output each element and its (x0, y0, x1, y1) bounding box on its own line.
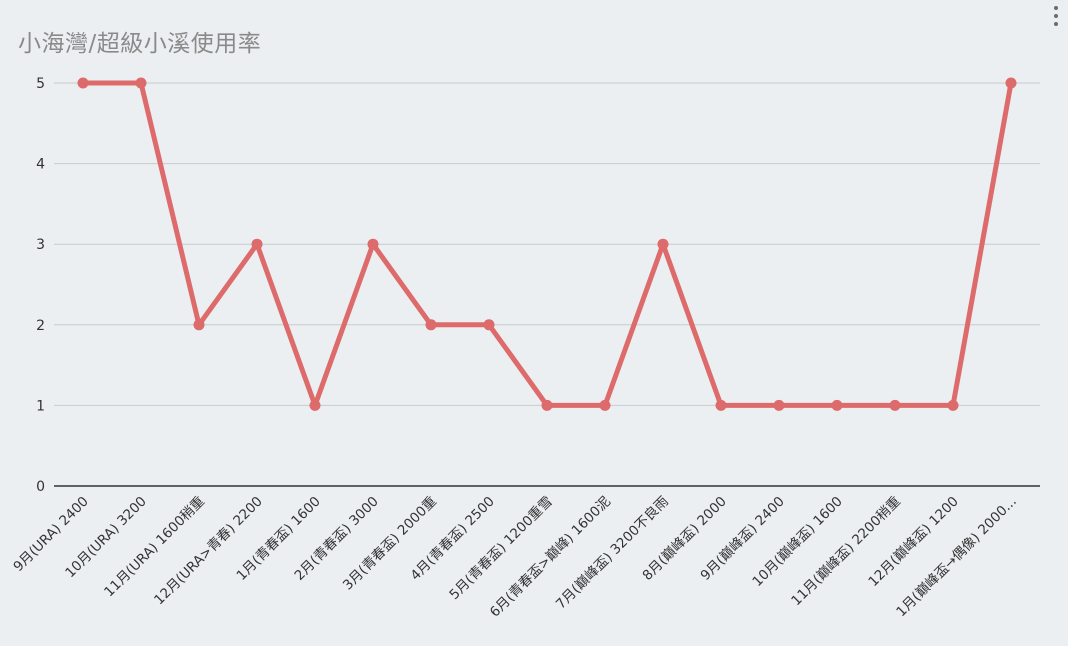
y-tick-label: 3 (36, 237, 45, 253)
data-point (715, 399, 727, 411)
x-tick-label: 5月(青春盃) 1200重雪 (446, 494, 555, 603)
data-point (193, 319, 205, 331)
x-tick-label: 1月(巔峰盃→偶像) 2000... (893, 494, 1020, 621)
data-point (483, 319, 495, 331)
data-point (77, 77, 89, 89)
data-point (367, 238, 379, 250)
data-point (251, 238, 263, 250)
x-tick-label: 11月(URA) 1600稍重 (101, 494, 208, 601)
x-tick-label: 6月(青春盃>巔峰) 1600泥 (487, 494, 614, 621)
data-point (889, 399, 901, 411)
more-vertical-icon[interactable] (1050, 4, 1062, 28)
data-point (657, 238, 669, 250)
y-tick-label: 4 (36, 157, 45, 173)
data-point (1005, 77, 1017, 89)
x-tick-label: 12月(URA>青春) 2200 (151, 494, 266, 609)
data-point (947, 399, 959, 411)
data-point (135, 77, 147, 89)
data-point (831, 399, 843, 411)
y-tick-label: 1 (36, 398, 45, 414)
data-point (599, 399, 611, 411)
x-tick-label: 7月(巔峰盃) 3200不良雨 (553, 494, 672, 613)
data-point (309, 399, 321, 411)
chart-title: 小海灣/超級小溪使用率 (18, 31, 262, 57)
data-point (773, 399, 785, 411)
y-tick-label: 2 (36, 318, 45, 334)
x-tick-label: 11月(巔峰盃) 2200稍重 (788, 494, 904, 610)
y-tick-label: 5 (36, 76, 45, 92)
y-tick-label: 0 (36, 479, 45, 495)
data-point (425, 319, 437, 331)
data-point (541, 399, 553, 411)
